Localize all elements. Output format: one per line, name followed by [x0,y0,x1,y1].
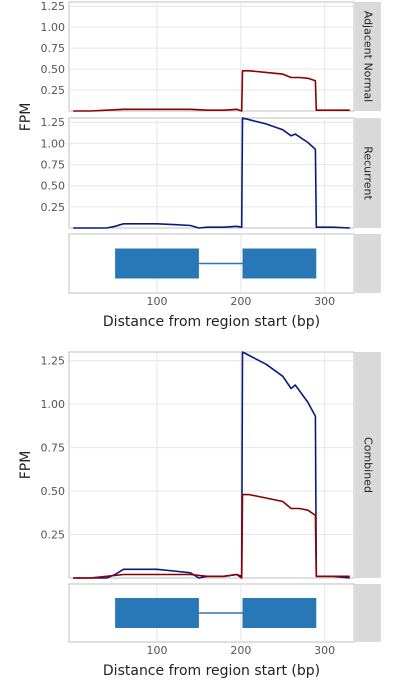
y-tick-label: 0.25 [41,84,66,97]
y-tick-label: 0.25 [41,201,66,214]
y-tick-label: 1.25 [41,0,66,13]
y-tick-label: 0.25 [41,529,66,542]
x-axis-title: Distance from region start (bp) [103,314,320,330]
y-axis-title: FPM [18,103,34,132]
exon-box [115,598,199,628]
facet-strip [355,584,381,642]
facet-strip [355,118,381,228]
y-tick-label: 0.50 [41,180,66,193]
facet-strip-label: Combined [362,437,375,493]
y-tick-label: 1.00 [41,398,66,411]
panel-frame [68,351,355,579]
exon-box [242,598,317,628]
y-axis-title: FPM [18,451,34,480]
series-line [73,117,350,229]
x-tick-label: 300 [314,295,335,308]
y-tick-label: 0.50 [41,485,66,498]
x-tick-label: 200 [230,295,251,308]
series-line [73,493,350,579]
panel-frame [68,1,355,112]
y-tick-label: 1.25 [41,355,66,368]
x-tick-label: 200 [230,644,251,657]
y-tick-label: 1.00 [41,137,66,150]
y-tick-label: 0.75 [41,442,66,455]
panel-frame [68,117,355,229]
facet-strip-label: Adjacent Normal [362,11,375,103]
facet-strip-label: Recurrent [362,146,375,200]
exon-box [242,248,317,279]
x-tick-label: 300 [314,644,335,657]
x-tick-label: 100 [147,295,168,308]
y-tick-label: 1.25 [41,116,66,129]
facet-strip [355,352,381,578]
facet-strip [355,234,381,293]
y-tick-label: 0.50 [41,63,66,76]
series-line [73,70,350,112]
x-axis-title: Distance from region start (bp) [103,663,320,679]
facet-strip [355,2,381,111]
y-tick-label: 1.00 [41,21,66,34]
exon-box [115,248,199,279]
x-tick-label: 100 [147,644,168,657]
y-tick-label: 0.75 [41,42,66,55]
y-tick-label: 0.75 [41,159,66,172]
